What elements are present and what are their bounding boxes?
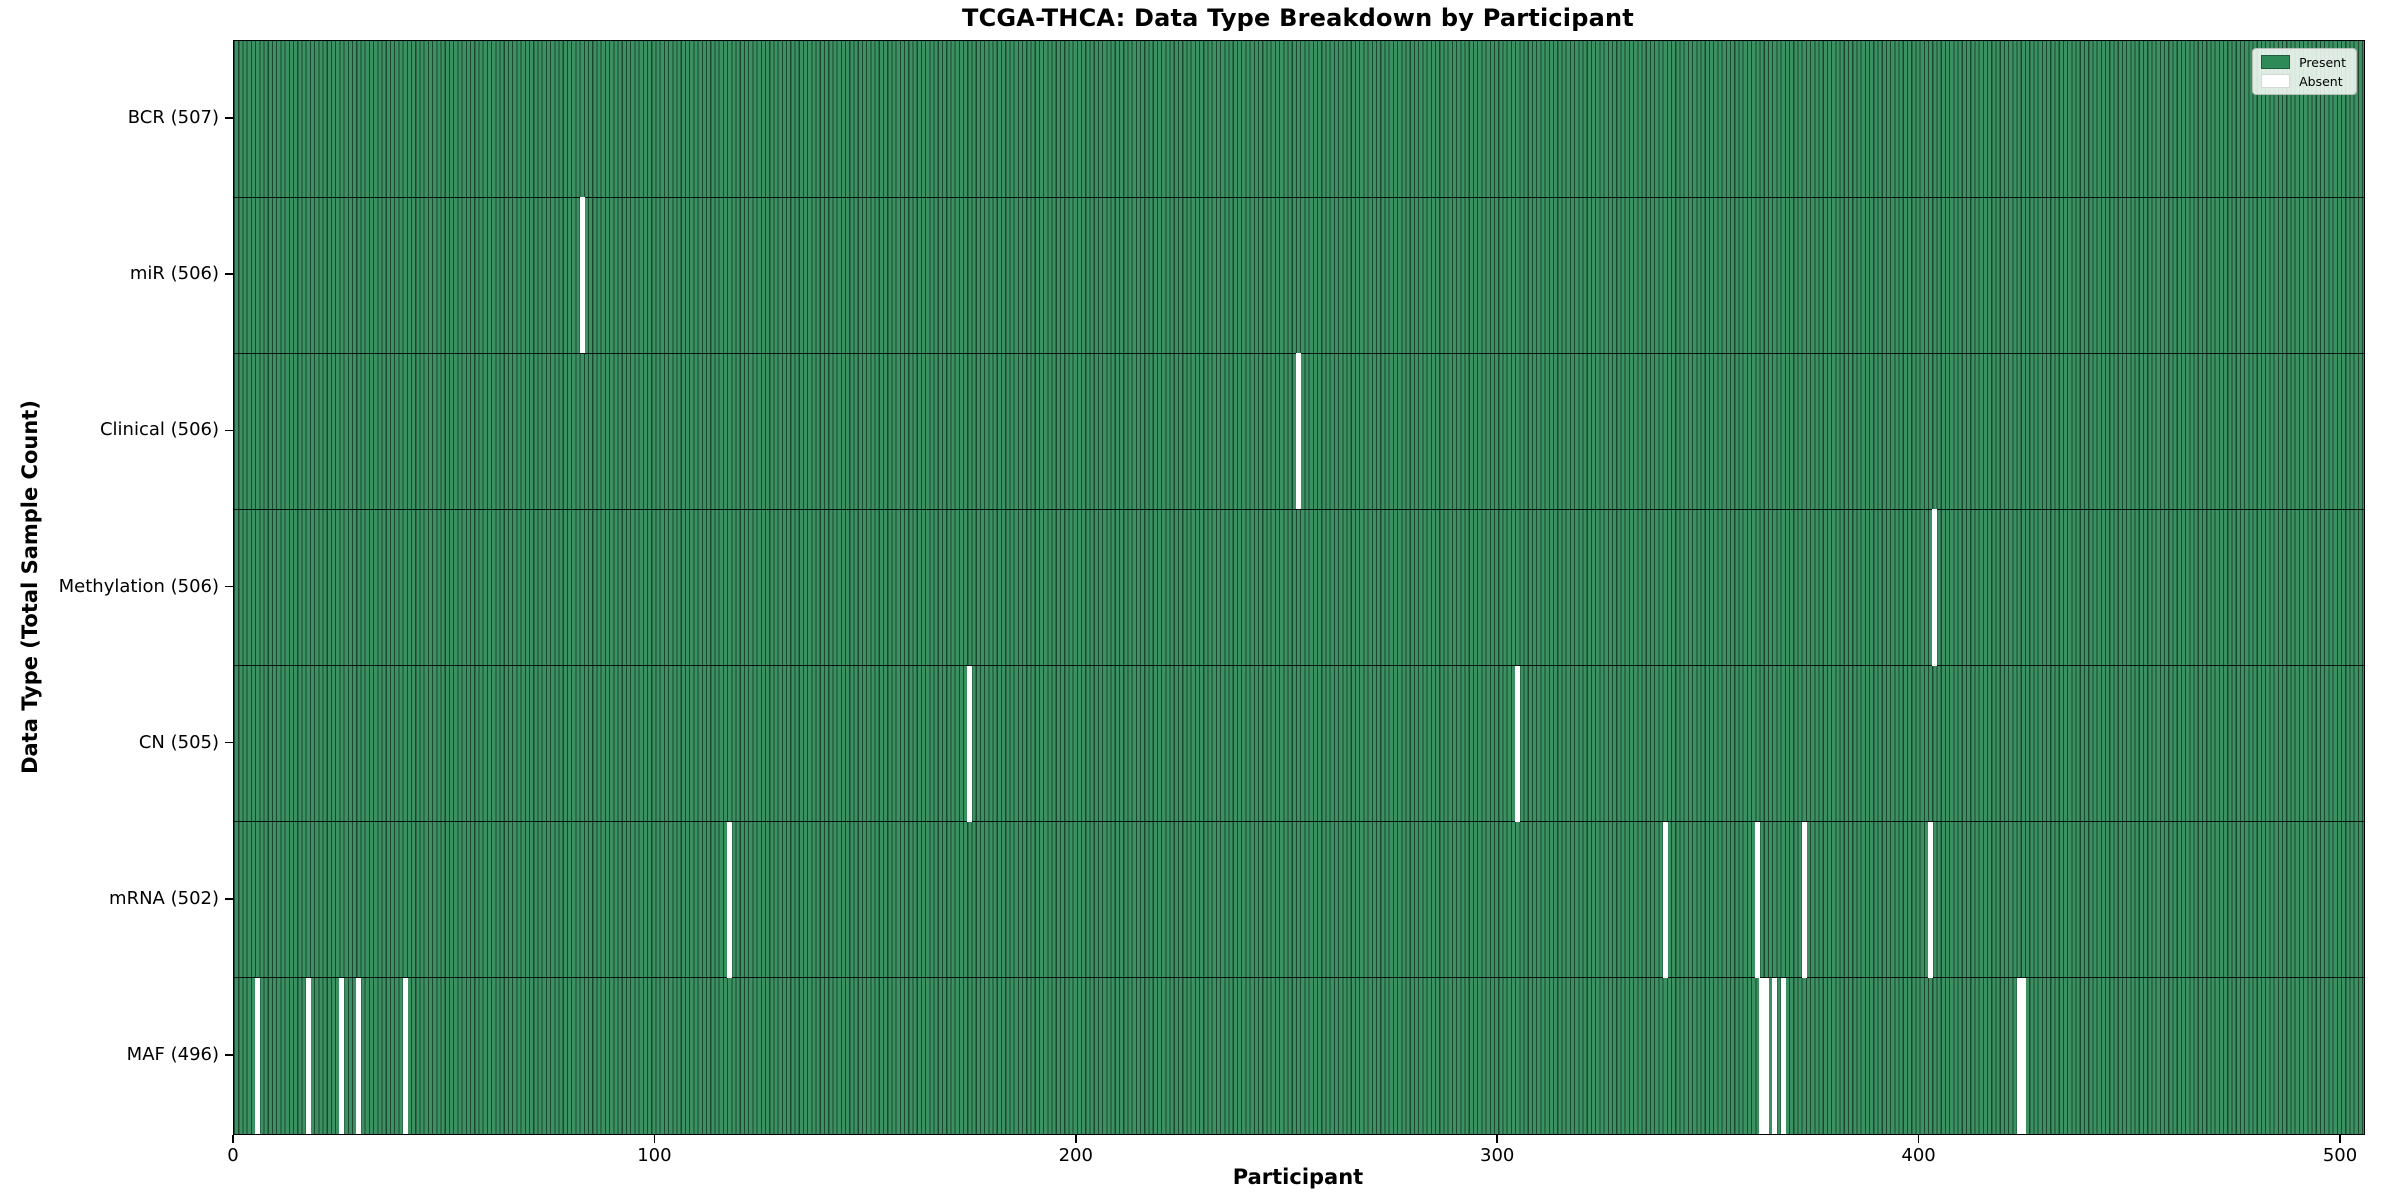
legend-entry-absent: Absent (2261, 74, 2346, 88)
absent-gap-CN (967, 665, 973, 822)
absent-gap-MAF (339, 977, 345, 1134)
y-tick-label: BCR (507) (127, 107, 219, 129)
absent-gap-MAF (356, 977, 362, 1134)
x-tick-label: 400 (1901, 1145, 1936, 1166)
y-tick (225, 585, 233, 588)
legend-entry-present: Present (2261, 55, 2346, 69)
x-tick-label: 500 (2322, 1145, 2358, 1166)
y-tick-label: mRNA (502) (109, 887, 219, 909)
absent-gap-MAF (1772, 977, 1778, 1134)
absent-gap-MAF (255, 977, 261, 1134)
y-tick (225, 897, 233, 900)
x-tick-label: 0 (227, 1145, 239, 1166)
y-tick-label: miR (506) (129, 263, 219, 285)
absent-gap-mRNA (1662, 821, 1668, 978)
absent-gap-Methylation (1932, 509, 1938, 666)
x-tick (1075, 1135, 1077, 1143)
y-tick-label: Methylation (506) (58, 575, 219, 597)
absent-gap-MAF (1763, 977, 1769, 1134)
row-divider (234, 664, 2364, 667)
y-tick-label: MAF (496) (126, 1043, 219, 1065)
y-tick-label: Clinical (506) (99, 419, 219, 441)
absent-gap-MAF (2020, 977, 2026, 1134)
absent-gap-CN (1515, 665, 1521, 822)
absent-gap-Clinical (1295, 353, 1301, 510)
legend-label-present: Present (2299, 54, 2346, 70)
x-tick-label: 100 (637, 1145, 672, 1166)
plot-area: Present Absent (233, 40, 2365, 1135)
x-tick (2339, 1135, 2341, 1143)
row-divider (234, 821, 2364, 823)
x-tick (232, 1135, 234, 1143)
absent-gap-MAF (2016, 977, 2022, 1134)
absent-gap-mRNA (1801, 821, 1807, 978)
y-tick (225, 117, 233, 119)
row-divider (234, 977, 2364, 979)
x-tick (653, 1135, 656, 1143)
y-tick (225, 1054, 233, 1056)
present-swatch-icon (2261, 55, 2291, 69)
x-tick (1917, 1135, 1920, 1143)
legend: Present Absent (2252, 48, 2357, 95)
y-tick (225, 429, 233, 432)
absent-gap-MAF (402, 977, 408, 1134)
x-tick-label: 200 (1058, 1145, 1093, 1166)
absent-gap-mRNA (1755, 821, 1761, 978)
row-divider (234, 196, 2364, 198)
absent-gap-MAF (1759, 977, 1765, 1134)
absent-gap-MAF (305, 977, 311, 1134)
legend-label-absent: Absent (2299, 73, 2343, 89)
absent-gap-mRNA (727, 821, 733, 978)
absent-swatch-icon (2261, 74, 2291, 88)
x-tick-label: 300 (1480, 1145, 1515, 1166)
x-tick (1496, 1135, 1498, 1143)
row-divider (234, 352, 2364, 354)
y-tick (225, 273, 233, 275)
row-divider (234, 508, 2364, 511)
absent-gap-MAF (1780, 977, 1786, 1134)
absent-gap-mRNA (1928, 821, 1934, 978)
y-tick (225, 741, 233, 744)
x-axis-label: Participant (1232, 1165, 1364, 1189)
y-tick-label: CN (505) (138, 731, 219, 753)
chart-title: TCGA-THCA: Data Type Breakdown by Partic… (962, 4, 1634, 32)
absent-gap-miR (579, 197, 585, 354)
